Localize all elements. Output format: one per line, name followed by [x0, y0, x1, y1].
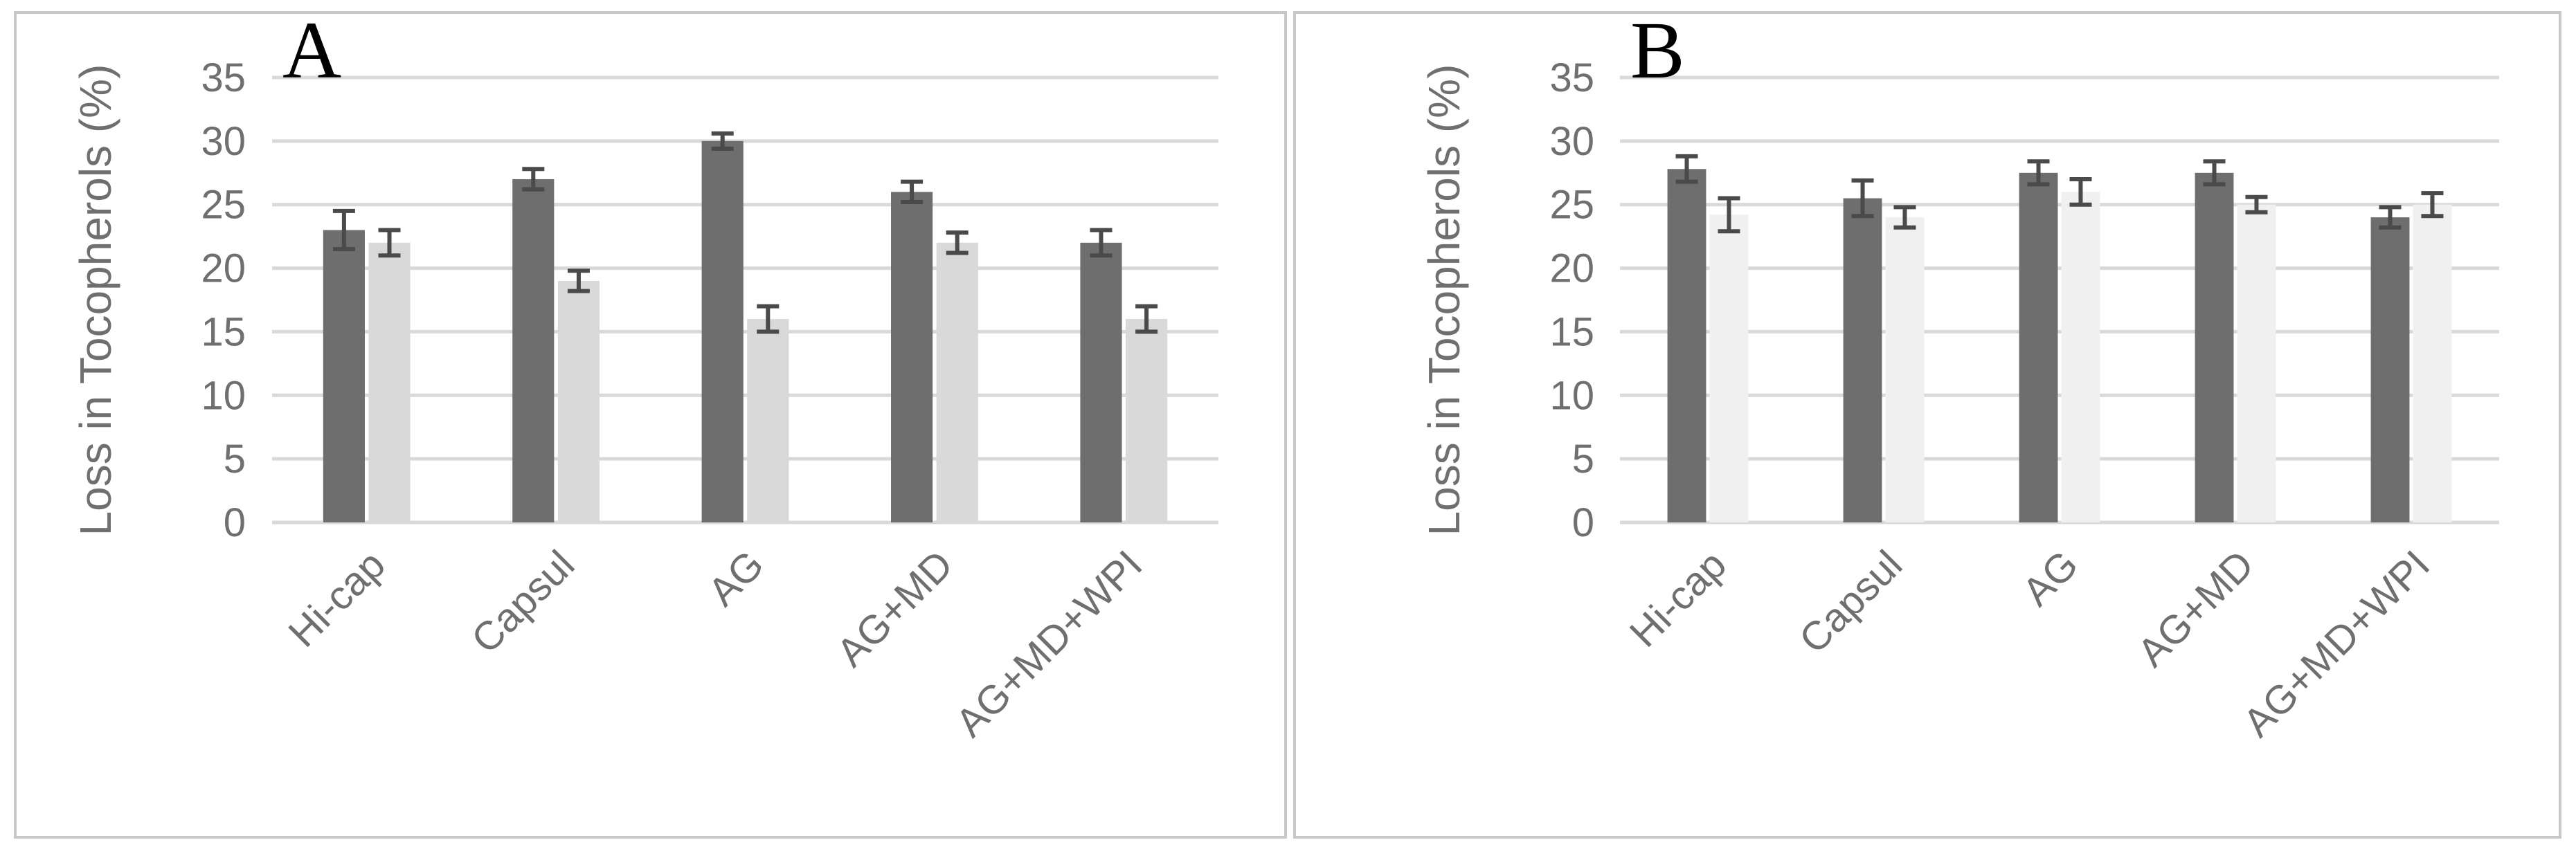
- y-tick-label: 5: [1572, 437, 1594, 482]
- panel-label: B: [1630, 5, 1685, 95]
- bar: [891, 192, 933, 522]
- x-category-label: Hi-cap: [280, 542, 393, 655]
- y-axis-title: Loss in Tocopherols (%): [1419, 64, 1469, 536]
- letter-background: [263, 14, 436, 75]
- x-category-label: Hi-cap: [1621, 542, 1735, 655]
- y-tick-label: 20: [201, 246, 246, 291]
- bar: [1667, 169, 1706, 522]
- y-axis-title: Loss in Tocopherols (%): [71, 64, 120, 536]
- bar: [1126, 319, 1168, 522]
- bar: [512, 179, 555, 522]
- bar: [557, 280, 600, 522]
- y-tick-label: 35: [1549, 55, 1594, 100]
- chart-frame: [14, 11, 1287, 839]
- y-tick-label: 30: [201, 119, 246, 164]
- x-category-label: AG+MD+WPI: [947, 542, 1151, 745]
- y-tick-label: 10: [201, 373, 246, 418]
- panel-label: A: [282, 5, 341, 95]
- y-tick-label: 30: [1549, 119, 1594, 164]
- bar: [747, 319, 789, 522]
- y-tick-label: 35: [201, 55, 246, 100]
- y-tick-label: 15: [201, 309, 246, 354]
- bar: [2019, 172, 2058, 523]
- bar: [2370, 217, 2410, 522]
- x-category-label: AG+MD: [828, 542, 962, 675]
- bar: [1885, 217, 1925, 522]
- bar: [2061, 192, 2100, 522]
- letter-background: [1611, 14, 1784, 75]
- bar: [323, 230, 365, 522]
- x-category-label: AG+MD+WPI: [2235, 542, 2438, 745]
- bar: [2413, 204, 2452, 522]
- bar: [1080, 242, 1122, 522]
- x-category-label: AG: [699, 542, 772, 614]
- bar: [2195, 172, 2234, 523]
- bar: [701, 140, 744, 522]
- y-tick-label: 25: [201, 183, 246, 228]
- chart-frame: [1293, 11, 2561, 839]
- bar: [1709, 214, 1749, 522]
- y-tick-label: 5: [224, 437, 246, 482]
- bar: [368, 242, 411, 522]
- y-tick-label: 25: [1549, 183, 1594, 228]
- bar: [936, 242, 978, 522]
- bar: [2237, 204, 2276, 522]
- y-tick-label: 0: [1572, 500, 1594, 545]
- panel-b: 0 5 10 15 20 25 30 35 Loss in Tocopherols (%) Hi-…: [1293, 5, 2561, 839]
- panel-a: 0 5 10 15 20 25 30 35 Loss in Tocopherols (%) Hi-…: [14, 5, 1287, 839]
- x-category-label: Capsul: [463, 542, 584, 662]
- y-tick-label: 15: [1549, 309, 1594, 354]
- y-tick-label: 0: [224, 500, 246, 545]
- bar: [1843, 198, 1882, 522]
- x-category-label: AG: [2014, 542, 2087, 614]
- x-category-label: AG+MD: [2129, 542, 2262, 675]
- y-tick-label: 10: [1549, 373, 1594, 418]
- x-category-label: Capsul: [1791, 542, 1911, 662]
- y-tick-label: 20: [1549, 246, 1594, 291]
